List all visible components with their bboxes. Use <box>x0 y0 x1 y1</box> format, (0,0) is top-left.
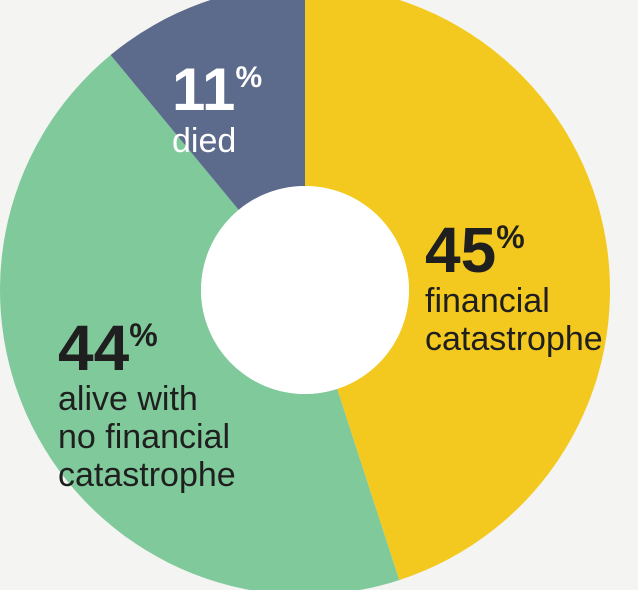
slice-0 <box>305 0 610 581</box>
percent-sign: % <box>129 317 157 353</box>
slice-percent-1: 44% <box>58 312 158 384</box>
slice-text-line: catastrophe <box>425 320 603 358</box>
slice-text-line: catastrophe <box>58 456 236 494</box>
slice-percent-2: 11% <box>172 56 262 123</box>
slice-text-line: alive with <box>58 380 198 418</box>
slice-2 <box>110 0 305 210</box>
slice-text-line: no financial <box>58 418 230 456</box>
percent-sign: % <box>496 219 524 255</box>
slice-label-2: 11%died <box>172 56 262 160</box>
slice-1 <box>0 54 400 590</box>
slice-text-line: financial <box>425 282 550 320</box>
percent-sign: % <box>235 61 262 94</box>
slice-text-line: died <box>172 122 236 160</box>
donut-hole <box>201 186 409 394</box>
slice-percent-0: 45% <box>425 214 525 286</box>
